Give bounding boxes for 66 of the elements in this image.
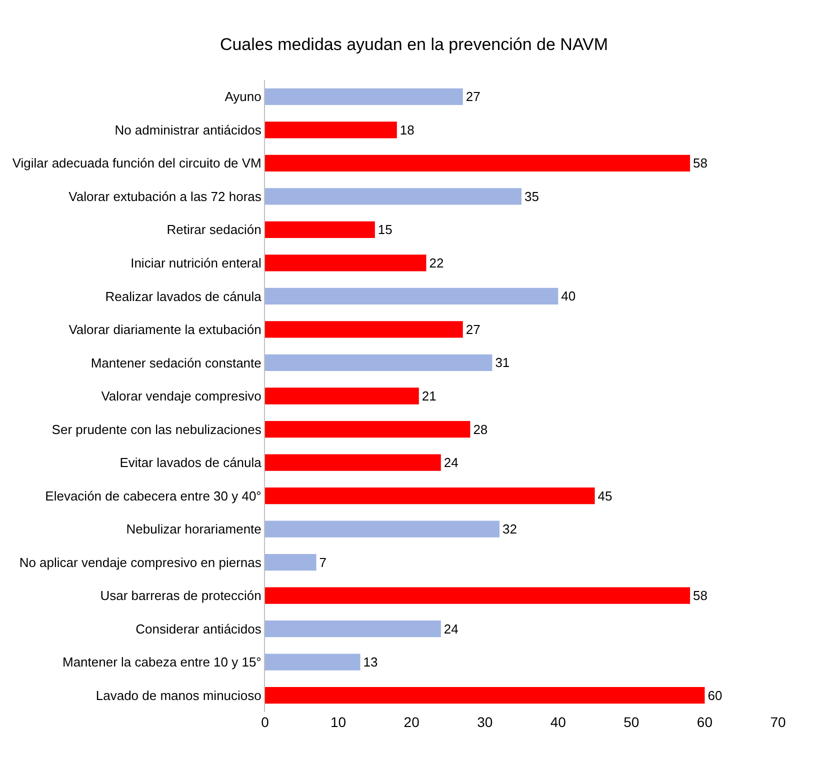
x-tick-label: 10 xyxy=(330,714,346,730)
y-tick-label: Retirar sedación xyxy=(166,222,262,238)
y-tick-label: Ser prudente con las nebulizaciones xyxy=(52,422,262,437)
bar xyxy=(265,388,419,404)
x-tick-label: 70 xyxy=(770,714,786,730)
y-tick-label: Valorar extubación a las 72 horas xyxy=(68,188,262,204)
y-tick-label: Mantener sedación constante xyxy=(90,355,262,370)
bar xyxy=(265,587,690,604)
y-tick-label: Ayuno xyxy=(224,89,262,104)
bar xyxy=(265,354,492,372)
y-tick-label: Evitar lavados de cánula xyxy=(120,455,262,470)
data-label: 58 xyxy=(693,588,708,604)
bar xyxy=(265,520,500,538)
bar xyxy=(265,254,426,272)
y-tick-label: Realizar lavados de cánula xyxy=(105,288,262,304)
bar xyxy=(265,288,558,305)
y-tick-label: No administrar antiácidos xyxy=(114,122,262,138)
data-label: 60 xyxy=(708,688,722,703)
y-tick-label: No aplicar vendaje compresivo en piernas xyxy=(19,554,262,570)
x-tick-label: 60 xyxy=(696,714,713,730)
data-label: 31 xyxy=(495,355,510,370)
data-label: 24 xyxy=(444,455,458,470)
bar xyxy=(265,620,441,638)
data-label: 13 xyxy=(363,654,378,670)
y-tick-label: Elevación de cabecera entre 30 y 40° xyxy=(45,488,262,504)
y-tick-label: Iniciar nutrición enteral xyxy=(130,256,262,270)
y-tick-label: Lavado de manos minucioso xyxy=(96,688,262,703)
bar xyxy=(265,420,470,438)
bar xyxy=(265,188,522,205)
bar xyxy=(265,321,463,338)
bar xyxy=(265,221,375,238)
data-label: 32 xyxy=(502,522,517,537)
x-tick-label: 20 xyxy=(404,714,420,730)
data-label: 15 xyxy=(378,222,392,238)
data-label: 18 xyxy=(400,122,414,138)
y-tick-label: Valorar diariamente la extubación xyxy=(68,322,262,338)
bar xyxy=(265,154,690,172)
y-tick-label: Valorar vendaje compresivo xyxy=(101,388,262,404)
data-label: 24 xyxy=(444,621,458,636)
bar xyxy=(265,687,705,704)
data-label: 45 xyxy=(598,488,612,504)
data-label: 27 xyxy=(466,322,480,337)
x-tick-label: 40 xyxy=(550,714,566,730)
bar xyxy=(265,554,316,571)
y-tick-label: Considerar antiácidos xyxy=(136,621,262,636)
y-tick-label: Usar barreras de protección xyxy=(100,588,262,604)
bar xyxy=(265,454,441,471)
x-tick-label: 30 xyxy=(477,714,493,730)
chart-title: Cuales medidas ayudan en la prevención de NAVM xyxy=(220,34,608,54)
data-label: 22 xyxy=(429,255,444,270)
y-tick-label: Mantener la cabeza entre 10 y 15° xyxy=(62,654,262,670)
bar xyxy=(265,487,595,504)
x-tick-label: 50 xyxy=(624,714,640,730)
bar xyxy=(265,122,397,138)
data-label: 21 xyxy=(422,388,436,404)
x-tick-label: 0 xyxy=(261,714,270,730)
y-tick-label: Nebulizar horariamente xyxy=(126,522,262,537)
data-label: 7 xyxy=(319,554,327,570)
bar xyxy=(265,88,463,105)
data-label: 35 xyxy=(524,188,539,204)
data-label: 40 xyxy=(561,288,576,304)
data-label: 28 xyxy=(473,422,488,437)
bar xyxy=(265,654,360,670)
data-label: 27 xyxy=(466,89,480,104)
y-tick-label: Vigilar adecuada función del circuito de VM xyxy=(12,156,262,171)
data-label: 58 xyxy=(693,156,708,171)
